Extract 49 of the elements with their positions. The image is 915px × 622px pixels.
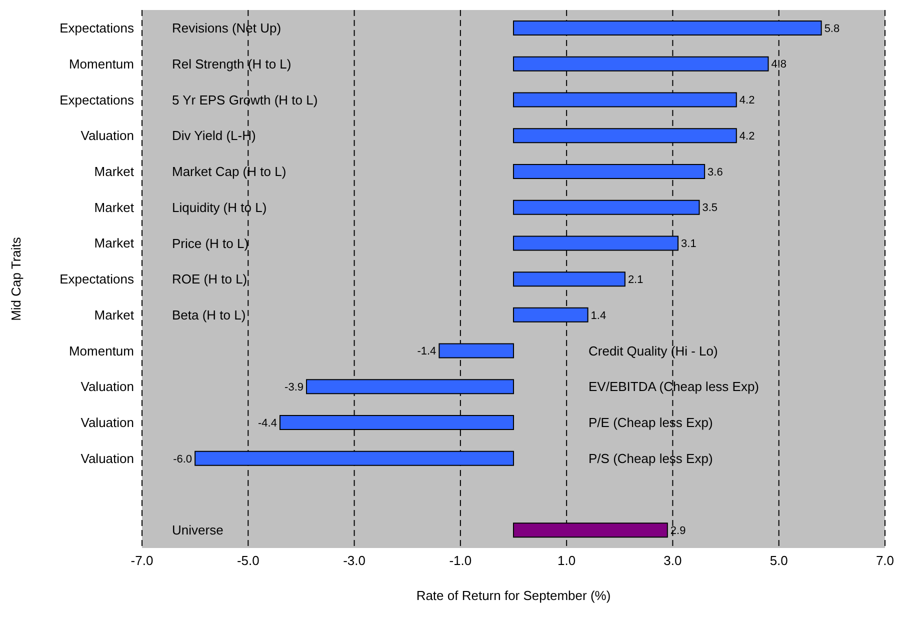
data-label: -1.4 — [417, 346, 436, 358]
y-tick-label: Market — [94, 200, 134, 215]
data-label: 2.9 — [670, 524, 686, 537]
y-tick-label: Expectations — [60, 272, 134, 287]
x-tick-label: 5.0 — [770, 553, 788, 568]
annotation: Beta (H to L) — [172, 307, 246, 322]
data-label: 2.1 — [628, 274, 644, 286]
x-tick-label: 3.0 — [664, 553, 682, 568]
annotation: Liquidity (H to L) — [172, 200, 267, 215]
x-tick-label: -1.0 — [449, 553, 472, 568]
annotation: Revisions (Net Up) — [172, 20, 282, 36]
data-label: 1.4 — [590, 310, 606, 322]
y-tick-label: Momentum — [68, 343, 134, 358]
annotation: Price (H to L) — [172, 236, 249, 251]
y-tick-label: Valuation — [80, 379, 134, 394]
x-tick-label: -7.0 — [130, 553, 154, 568]
x-tick-label: 1.0 — [558, 553, 576, 568]
data-label: 4.2 — [739, 130, 755, 142]
y-tick-label: Valuation — [80, 415, 134, 430]
data-label: 4.8 — [771, 58, 787, 71]
x-axis-title: Rate of Return for September (%) — [416, 588, 611, 603]
x-tick-label: -3.0 — [343, 553, 366, 568]
data-label: 3.5 — [702, 202, 718, 214]
y-tick-label: Market — [94, 307, 134, 322]
y-tick-label: Valuation — [80, 450, 134, 466]
y-tick-label: Expectations — [60, 20, 134, 36]
data-label: 4.2 — [739, 94, 755, 107]
data-label: -4.4 — [258, 417, 277, 430]
y-tick-label: Market — [94, 164, 134, 180]
y-tick-label: Momentum — [68, 56, 134, 72]
data-label: -3.9 — [284, 382, 304, 394]
annotation: Div Yield (L-H) — [172, 128, 256, 144]
annotation: ROE (H to L) — [172, 272, 248, 287]
annotation: P/S (Cheap less Exp) — [588, 450, 713, 466]
annotation: Rel Strength (H to L) — [172, 56, 292, 72]
data-label: 5.8 — [824, 22, 840, 35]
annotation: Universe — [172, 522, 224, 538]
x-tick-label: 7.0 — [876, 553, 894, 568]
data-label: -6.0 — [173, 453, 192, 466]
y-axis-title: Mid Cap Traits — [8, 236, 24, 321]
annotation: P/E (Cheap less Exp) — [588, 415, 713, 430]
y-tick-label: Expectations — [60, 92, 134, 108]
y-tick-label: Valuation — [80, 128, 134, 144]
annotation: EV/EBITDA (Cheap less Exp) — [588, 379, 760, 394]
data-label: 3.6 — [708, 166, 723, 178]
x-tick-label: -5.0 — [236, 553, 260, 568]
annotation: 5 Yr EPS Growth (H to L) — [172, 92, 318, 108]
y-tick-label: Market — [94, 236, 134, 251]
data-label: 3.1 — [681, 238, 696, 250]
